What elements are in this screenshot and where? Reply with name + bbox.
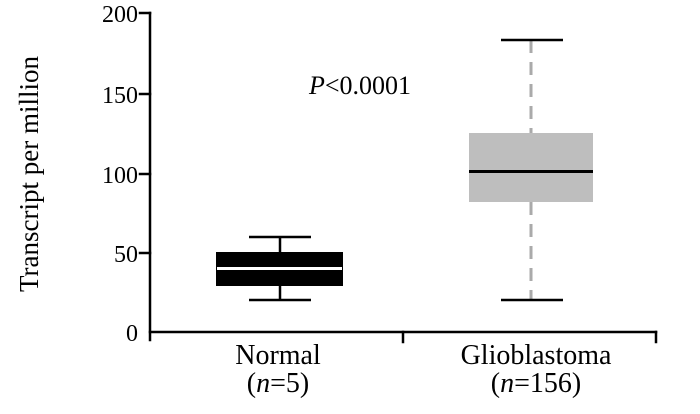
svg-text:(n=156): (n=156) bbox=[491, 368, 581, 399]
svg-text:100: 100 bbox=[102, 163, 138, 189]
svg-text:Glioblastoma: Glioblastoma bbox=[461, 340, 612, 371]
svg-text:(n=5): (n=5) bbox=[247, 368, 309, 399]
svg-text:50: 50 bbox=[114, 242, 138, 268]
svg-text:P<0.0001: P<0.0001 bbox=[308, 71, 411, 100]
svg-text:200: 200 bbox=[102, 2, 138, 28]
svg-text:Normal: Normal bbox=[235, 340, 321, 371]
svg-text:150: 150 bbox=[102, 83, 138, 109]
svg-text:0: 0 bbox=[126, 321, 138, 347]
svg-text:Transcript per million: Transcript per million bbox=[14, 56, 44, 292]
